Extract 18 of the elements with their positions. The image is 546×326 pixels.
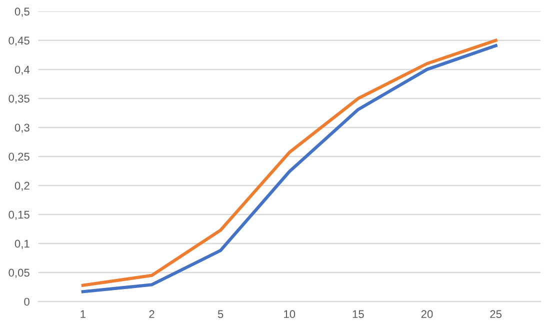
x-tick-label: 15 (352, 310, 364, 318)
x-tick-label: 20 (421, 310, 433, 318)
y-tick-label: 0,3 (14, 124, 30, 133)
y-tick-label: 0,05 (8, 268, 30, 278)
x-tick-label: 2 (149, 310, 154, 318)
y-tick-label: 0,25 (8, 152, 30, 162)
y-tick-label: 0,45 (8, 36, 30, 46)
y-tick-label: 0,5 (14, 8, 30, 17)
x-tick-label: 10 (284, 310, 296, 318)
y-tick-label: 0,35 (8, 94, 30, 104)
y-tick-label: 0,2 (14, 182, 30, 191)
y-tick-label: 0,15 (8, 210, 30, 220)
y-tick-label: 0,4 (14, 66, 30, 75)
x-tick-label: 1 (80, 310, 86, 318)
x-tick-label: 5 (218, 310, 224, 318)
x-tick-label: 25 (490, 310, 502, 318)
y-tick-label: 0,1 (14, 240, 30, 249)
y-tick-label: 0 (24, 298, 30, 306)
